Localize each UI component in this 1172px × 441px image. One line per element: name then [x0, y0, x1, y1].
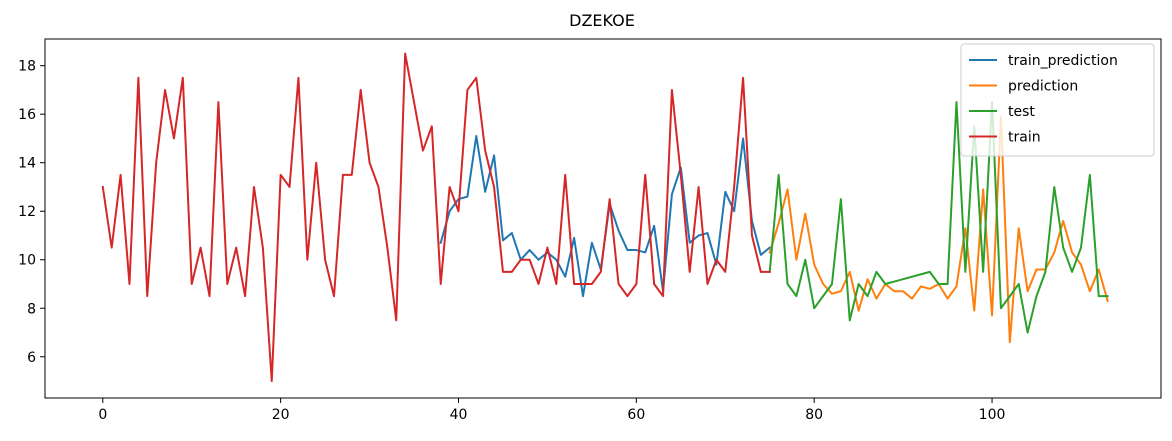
- y-tick-label: 12: [18, 204, 36, 220]
- x-tick-label: 100: [979, 407, 1006, 423]
- legend-label: test: [1008, 104, 1035, 120]
- x-tick-label: 40: [450, 407, 468, 423]
- chart-title: DZEKOE: [569, 11, 635, 30]
- x-tick-label: 20: [272, 407, 290, 423]
- legend: train_prediction prediction test train: [960, 43, 1155, 157]
- legend-label: prediction: [1008, 79, 1078, 95]
- legend-box: [960, 43, 1155, 157]
- y-tick-label: 8: [27, 301, 36, 317]
- y-tick-label: 14: [18, 156, 36, 172]
- legend-label: train: [1008, 130, 1041, 146]
- x-tick-label: 0: [98, 407, 107, 423]
- series-line-train-prediction: [439, 135, 772, 298]
- legend-label: train_prediction: [1008, 53, 1118, 69]
- plot-area-frame: [44, 38, 1162, 399]
- y-tick-label: 16: [18, 107, 36, 123]
- series-line-test: [768, 101, 1109, 334]
- y-tick-label: 10: [18, 253, 36, 269]
- y-axis: 6 8 10 12 14 16 18: [18, 59, 45, 366]
- y-tick-label: 18: [18, 59, 36, 75]
- y-tick-label: 6: [27, 350, 36, 366]
- x-axis: 0 20 40 60 80 100: [98, 398, 1005, 423]
- x-tick-label: 60: [627, 407, 645, 423]
- series-line-train: [101, 52, 771, 383]
- x-tick-label: 80: [805, 407, 823, 423]
